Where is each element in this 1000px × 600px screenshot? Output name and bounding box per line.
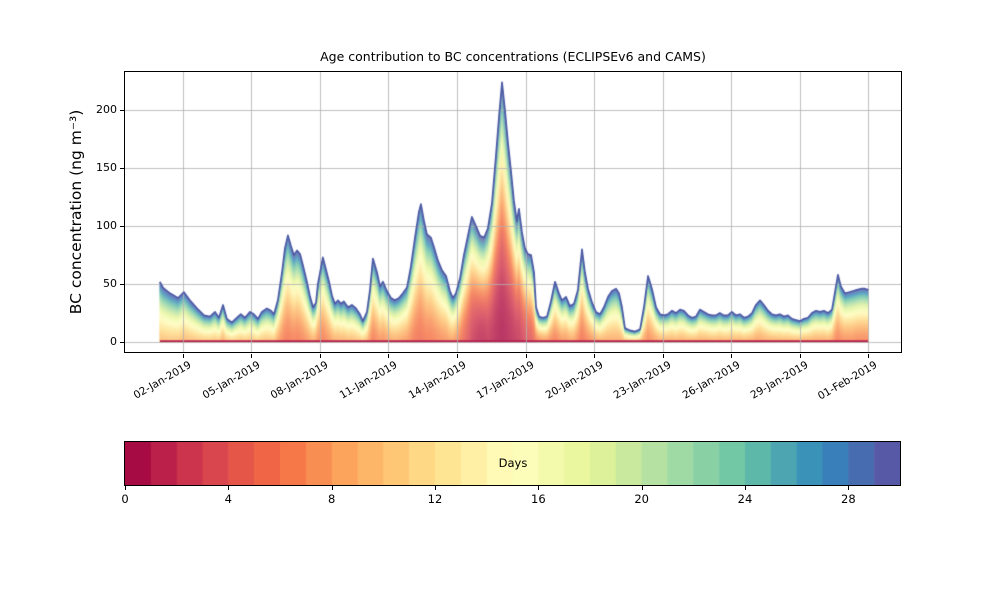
y-tickmark bbox=[120, 342, 124, 343]
x-tickmark bbox=[320, 354, 321, 358]
x-tickmark bbox=[731, 354, 732, 358]
colorbar-canvas bbox=[125, 442, 900, 485]
colorbar-tickmark bbox=[642, 486, 643, 490]
x-tick-label: 23-Jan-2019 bbox=[611, 359, 674, 402]
y-tick-label: 150 bbox=[96, 160, 117, 174]
y-tickmark bbox=[120, 226, 124, 227]
x-tickmark bbox=[251, 354, 252, 358]
colorbar-tickmark bbox=[332, 486, 333, 490]
y-tickmark bbox=[120, 110, 124, 111]
bc-age-stackplot-canvas bbox=[125, 72, 901, 352]
x-tick-label: 02-Jan-2019 bbox=[132, 359, 194, 402]
x-tickmark bbox=[526, 354, 527, 358]
colorbar-tickmark bbox=[538, 486, 539, 490]
y-tick-label: 200 bbox=[96, 102, 117, 116]
x-tickmark bbox=[183, 354, 184, 358]
x-tick-label: 11-Jan-2019 bbox=[337, 359, 400, 402]
colorbar-label: Days bbox=[498, 456, 528, 470]
x-tick-label: 05-Jan-2019 bbox=[200, 359, 263, 402]
colorbar-tick-label: 0 bbox=[121, 492, 129, 506]
x-tickmark bbox=[663, 354, 664, 358]
y-axis-label: BC concentration (ng m⁻³) bbox=[67, 109, 85, 315]
x-tick-label: 14-Jan-2019 bbox=[406, 359, 469, 402]
colorbar bbox=[124, 441, 901, 486]
x-tick-label: 26-Jan-2019 bbox=[680, 359, 743, 402]
chart-title: Age contribution to BC concentrations (E… bbox=[320, 49, 706, 64]
y-tickmark bbox=[120, 284, 124, 285]
x-tick-label: 20-Jan-2019 bbox=[543, 359, 606, 402]
x-tick-label: 17-Jan-2019 bbox=[474, 359, 537, 402]
x-tickmark bbox=[800, 354, 801, 358]
colorbar-tickmark bbox=[848, 486, 849, 490]
y-tickmark bbox=[120, 168, 124, 169]
x-tickmark bbox=[457, 354, 458, 358]
x-tick-label: 08-Jan-2019 bbox=[269, 359, 331, 402]
colorbar-tick-label: 4 bbox=[224, 492, 232, 506]
x-tickmark bbox=[594, 354, 595, 358]
colorbar-tickmark bbox=[125, 486, 126, 490]
colorbar-tickmark bbox=[228, 486, 229, 490]
x-tickmark bbox=[388, 354, 389, 358]
colorbar-tick-label: 16 bbox=[531, 492, 546, 506]
x-tick-label: 01-Feb-2019 bbox=[815, 359, 880, 403]
colorbar-tickmark bbox=[745, 486, 746, 490]
x-tickmark bbox=[868, 354, 869, 358]
colorbar-tick-label: 8 bbox=[327, 492, 336, 506]
colorbar-tickmark bbox=[435, 486, 436, 490]
x-tick-label: 29-Jan-2019 bbox=[748, 359, 811, 402]
colorbar-tick-label: 28 bbox=[841, 492, 856, 506]
y-tick-label: 100 bbox=[96, 218, 117, 232]
colorbar-tick-label: 24 bbox=[737, 492, 753, 506]
y-tick-label: 0 bbox=[110, 334, 117, 348]
y-tick-label: 50 bbox=[103, 276, 117, 290]
plot-area bbox=[124, 71, 902, 353]
colorbar-tick-label: 12 bbox=[427, 492, 443, 506]
colorbar-tick-label: 20 bbox=[634, 492, 649, 506]
